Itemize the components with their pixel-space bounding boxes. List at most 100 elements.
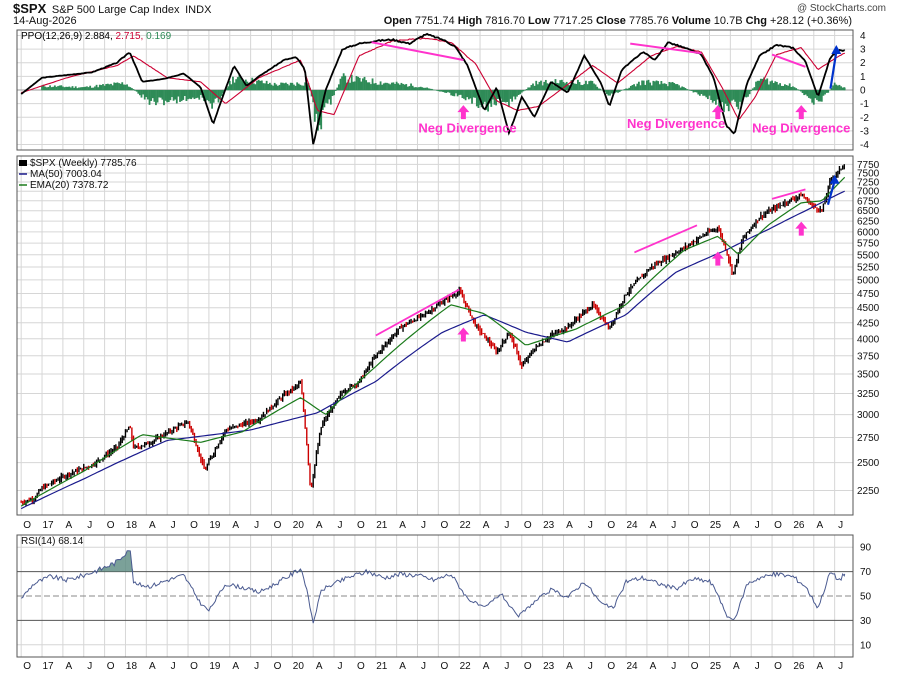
x-axis-label-bottom: J bbox=[421, 661, 426, 672]
ppo-histogram-bar bbox=[599, 88, 602, 91]
x-axis-label-bottom: A bbox=[232, 661, 239, 672]
ppo-histogram-bar bbox=[841, 87, 844, 91]
ppo-histogram-bar bbox=[89, 85, 92, 91]
ppo-histogram-bar bbox=[771, 80, 773, 91]
ppo-histogram-bar bbox=[512, 90, 515, 97]
ppo-histogram-bar bbox=[700, 90, 703, 95]
ppo-histogram-bar bbox=[690, 90, 693, 91]
ppo-histogram-bar bbox=[695, 90, 698, 93]
ppo-histogram-bar bbox=[782, 86, 785, 91]
x-axis-label-top: 24 bbox=[626, 520, 638, 531]
ppo-histogram-bar bbox=[256, 80, 258, 91]
ppo-histogram-bar bbox=[252, 83, 255, 91]
x-axis-label-bottom: A bbox=[149, 661, 156, 672]
rsi-line bbox=[20, 550, 846, 624]
ppo-histogram-bar bbox=[519, 90, 522, 95]
ppo-histogram-bar bbox=[370, 84, 372, 91]
ppo-histogram-bar bbox=[302, 85, 305, 91]
ppo-histogram-bar bbox=[806, 90, 809, 97]
ppo-histogram-bar bbox=[581, 85, 584, 91]
ppo-histogram-bar bbox=[779, 83, 781, 91]
x-axis-label-bottom: J bbox=[171, 661, 176, 672]
x-axis-label-bottom: J bbox=[671, 661, 676, 672]
close-label: Close bbox=[595, 15, 626, 27]
ppo-histogram-bar bbox=[288, 85, 291, 91]
ppo-histogram-bar bbox=[291, 82, 294, 91]
ppo-histogram-bar bbox=[495, 90, 497, 106]
ppo-histogram-bar bbox=[44, 86, 47, 91]
ppo-histogram-bar bbox=[166, 90, 169, 103]
ppo-divergence-line bbox=[371, 41, 464, 61]
ppo-histogram-bar bbox=[546, 83, 549, 91]
ppo-histogram-bar bbox=[504, 90, 507, 103]
x-axis-label-bottom: A bbox=[399, 661, 406, 672]
ppo-histogram-bar bbox=[729, 90, 732, 105]
ppo-histogram-bar bbox=[639, 85, 642, 91]
ppo-histogram-bar bbox=[559, 80, 562, 91]
ppo-histogram-bar bbox=[70, 87, 72, 91]
symbol-description: S&P 500 Large Cap Index bbox=[51, 4, 180, 16]
close-value: 7785.76 bbox=[628, 15, 669, 27]
price-panel-frame bbox=[16, 155, 854, 516]
rsi-panel-frame bbox=[16, 534, 854, 658]
x-axis-label-top: J bbox=[254, 520, 259, 531]
ppo-histogram-bar bbox=[520, 90, 523, 93]
neg-divergence-label: Neg Divergence bbox=[418, 120, 516, 135]
ppo-histogram-bar bbox=[681, 86, 684, 91]
price-tick-label: 5250 bbox=[857, 263, 880, 274]
ppo-histogram-bar bbox=[212, 90, 215, 103]
ppo-histogram-bar bbox=[658, 84, 661, 91]
x-axis-label-top: O bbox=[440, 520, 448, 531]
ppo-histogram-bar bbox=[790, 87, 793, 91]
ppo-histogram-bar bbox=[516, 90, 518, 97]
ppo-histogram-bar bbox=[265, 80, 268, 91]
ppo-divergence-line bbox=[771, 53, 806, 68]
ppo-histogram-bar bbox=[812, 90, 815, 105]
price-tick-label: 5500 bbox=[857, 250, 880, 261]
ppo-histogram-bar bbox=[480, 90, 483, 108]
ppo-line bbox=[20, 32, 846, 145]
x-axis-label-bottom: A bbox=[316, 661, 323, 672]
ppo-histogram-bar bbox=[731, 90, 733, 101]
ppo-histogram-bar bbox=[354, 81, 356, 91]
ppo-histogram-bar bbox=[49, 85, 51, 91]
price-tick-label: 3750 bbox=[857, 351, 880, 362]
ppo-histogram-bar bbox=[605, 90, 608, 95]
chart-header: $SPX S&P 500 Large Cap Index INDX 14-Aug… bbox=[0, 0, 900, 28]
ppo-histogram-bar bbox=[769, 81, 772, 91]
ppo-histogram-bar bbox=[535, 80, 538, 91]
ppo-histogram-bar bbox=[511, 90, 514, 102]
ppo-histogram-bar bbox=[734, 90, 737, 102]
ppo-histogram-bar bbox=[742, 90, 745, 99]
x-axis-label-top: 26 bbox=[793, 520, 805, 531]
ppo-histogram-bar bbox=[400, 82, 403, 91]
x-axis-label-top: O bbox=[607, 520, 615, 531]
ppo-histogram-bar bbox=[350, 74, 353, 91]
ppo-histogram-bar bbox=[689, 90, 692, 91]
ppo-histogram-bar bbox=[193, 90, 196, 100]
ppo-histogram-bar bbox=[607, 90, 610, 96]
ppo-histogram-bar bbox=[620, 90, 623, 91]
x-axis-label-top: O bbox=[357, 520, 365, 531]
ppo-histogram-bar bbox=[333, 90, 335, 96]
x-axis-label-bottom: O bbox=[23, 661, 31, 672]
x-axis-label-bottom: 18 bbox=[126, 661, 138, 672]
ppo-histogram-bar bbox=[293, 84, 295, 91]
ppo-histogram-bar bbox=[124, 84, 127, 91]
ppo-histogram-bar bbox=[272, 85, 274, 91]
ppo-histogram-bar bbox=[82, 87, 85, 91]
ppo-histogram-bar bbox=[283, 83, 286, 91]
ppo-histogram-bar bbox=[533, 85, 536, 91]
ppo-histogram-bar bbox=[156, 90, 159, 103]
ppo-histogram-bar bbox=[585, 80, 587, 91]
ppo-histogram-bar bbox=[482, 90, 485, 105]
ppo-histogram-bar bbox=[795, 88, 798, 91]
ppo-histogram-bar bbox=[187, 90, 189, 100]
ppo-histogram-bar bbox=[76, 88, 79, 91]
ppo-histogram-bar bbox=[804, 90, 807, 95]
x-axis-label-top: J bbox=[421, 520, 426, 531]
ppo-histogram-bar bbox=[275, 84, 278, 91]
ppo-histogram-bar bbox=[251, 77, 254, 91]
ppo-histogram-bar bbox=[711, 90, 714, 103]
ppo-histogram-bar bbox=[132, 89, 135, 91]
